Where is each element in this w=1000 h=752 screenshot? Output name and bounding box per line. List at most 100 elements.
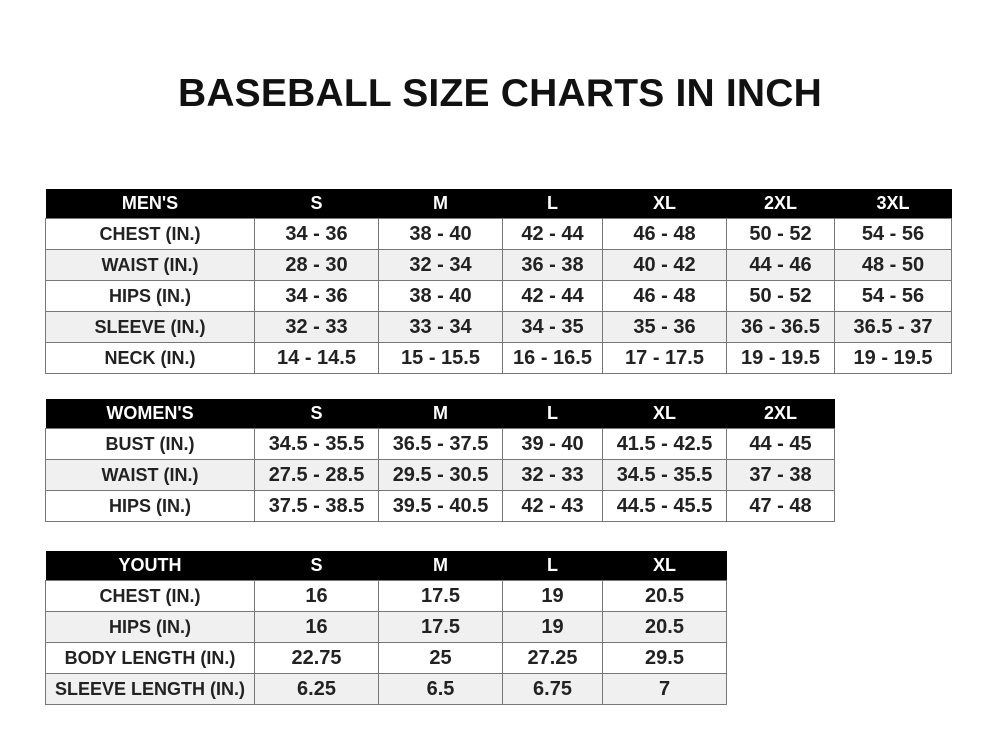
- table-row: SLEEVE LENGTH (IN.) 6.25 6.5 6.75 7: [45, 673, 727, 705]
- table-cell: 36.5 - 37.5: [378, 428, 503, 460]
- table-cell: 17.5: [378, 580, 503, 612]
- row-label: WAIST (IN.): [45, 459, 255, 491]
- table-cell: 15 - 15.5: [378, 342, 503, 374]
- table-cell: 27.5 - 28.5: [254, 459, 379, 491]
- row-label: WAIST (IN.): [45, 249, 255, 281]
- row-label: CHEST (IN.): [45, 218, 255, 250]
- table-cell: 36.5 - 37: [834, 311, 952, 343]
- table-cell: 42 - 44: [502, 280, 603, 312]
- table-cell: 7: [602, 673, 727, 705]
- table-cell: 6.5: [378, 673, 503, 705]
- column-header: L: [502, 189, 603, 219]
- table-cell: 34 - 35: [502, 311, 603, 343]
- column-header: XL: [602, 399, 727, 429]
- table-cell: 16: [254, 580, 379, 612]
- table-cell: 50 - 52: [726, 280, 835, 312]
- column-header: 2XL: [726, 189, 835, 219]
- table-cell: 38 - 40: [378, 280, 503, 312]
- table-row: BUST (IN.) 34.5 - 35.5 36.5 - 37.5 39 - 40 4…: [45, 428, 835, 460]
- table-cell: 33 - 34: [378, 311, 503, 343]
- table-cell: 34 - 36: [254, 218, 379, 250]
- table-cell: 46 - 48: [602, 280, 727, 312]
- table-cell: 37.5 - 38.5: [254, 490, 379, 522]
- womens-size-table: WOMEN'S S M L XL 2XL BUST (IN.) 34.5 - 35.5 36.5…: [45, 399, 835, 522]
- table-cell: 36 - 38: [502, 249, 603, 281]
- table-cell: 20.5: [602, 611, 727, 643]
- table-cell: 20.5: [602, 580, 727, 612]
- table-cell: 16 - 16.5: [502, 342, 603, 374]
- column-header: M: [378, 551, 503, 581]
- row-label: HIPS (IN.): [45, 490, 255, 522]
- table-cell: 46 - 48: [602, 218, 727, 250]
- table-cell: 29.5: [602, 642, 727, 674]
- column-header: WOMEN'S: [45, 399, 255, 429]
- table-cell: 16: [254, 611, 379, 643]
- table-cell: 36 - 36.5: [726, 311, 835, 343]
- table-row: HIPS (IN.) 34 - 36 38 - 40 42 - 44 46 - 48 50…: [45, 280, 952, 312]
- table-cell: 6.75: [502, 673, 603, 705]
- column-header: S: [254, 551, 379, 581]
- table-cell: 32 - 33: [254, 311, 379, 343]
- column-header: YOUTH: [45, 551, 255, 581]
- table-cell: 42 - 44: [502, 218, 603, 250]
- table-cell: 50 - 52: [726, 218, 835, 250]
- column-header: MEN'S: [45, 189, 255, 219]
- table-cell: 44 - 45: [726, 428, 835, 460]
- column-header: S: [254, 189, 379, 219]
- table-cell: 25: [378, 642, 503, 674]
- table-cell: 19 - 19.5: [834, 342, 952, 374]
- row-label: NECK (IN.): [45, 342, 255, 374]
- table-row: WAIST (IN.) 27.5 - 28.5 29.5 - 30.5 32 - 33…: [45, 459, 835, 491]
- page-title: BASEBALL SIZE CHARTS IN INCH: [177, 72, 823, 115]
- column-header: L: [502, 399, 603, 429]
- table-cell: 47 - 48: [726, 490, 835, 522]
- table-cell: 42 - 43: [502, 490, 603, 522]
- youth-size-table: YOUTH S M L XL CHEST (IN.) 16 17.5 19 20.5 HIPS (I…: [45, 551, 727, 705]
- table-cell: 29.5 - 30.5: [378, 459, 503, 491]
- table-row: WAIST (IN.) 28 - 30 32 - 34 36 - 38 40 - 42 4…: [45, 249, 952, 281]
- row-label: HIPS (IN.): [45, 280, 255, 312]
- column-header: L: [502, 551, 603, 581]
- table-row: HIPS (IN.) 37.5 - 38.5 39.5 - 40.5 42 - 43 4…: [45, 490, 835, 522]
- table-cell: 6.25: [254, 673, 379, 705]
- row-label: CHEST (IN.): [45, 580, 255, 612]
- mens-size-table: MEN'S S M L XL 2XL 3XL CHEST (IN.) 34 - 36 38 - 4…: [45, 189, 952, 374]
- table-cell: 44 - 46: [726, 249, 835, 281]
- table-cell: 17.5: [378, 611, 503, 643]
- table-cell: 19: [502, 580, 603, 612]
- table-cell: 32 - 33: [502, 459, 603, 491]
- table-row: NECK (IN.) 14 - 14.5 15 - 15.5 16 - 16.5 17 …: [45, 342, 952, 374]
- table-cell: 27.25: [502, 642, 603, 674]
- table-cell: 44.5 - 45.5: [602, 490, 727, 522]
- table-row: CHEST (IN.) 16 17.5 19 20.5: [45, 580, 727, 612]
- table-row: CHEST (IN.) 34 - 36 38 - 40 42 - 44 46 - 48 5…: [45, 218, 952, 250]
- table-cell: 34.5 - 35.5: [254, 428, 379, 460]
- table-row: HIPS (IN.) 16 17.5 19 20.5: [45, 611, 727, 643]
- row-label: BODY LENGTH (IN.): [45, 642, 255, 674]
- column-header: 3XL: [834, 189, 952, 219]
- table-row: SLEEVE (IN.) 32 - 33 33 - 34 34 - 35 35 - 36…: [45, 311, 952, 343]
- column-header: 2XL: [726, 399, 835, 429]
- table-cell: 14 - 14.5: [254, 342, 379, 374]
- table-cell: 38 - 40: [378, 218, 503, 250]
- header-row: YOUTH S M L XL: [45, 551, 727, 581]
- row-label: SLEEVE LENGTH (IN.): [45, 673, 255, 705]
- row-label: SLEEVE (IN.): [45, 311, 255, 343]
- table-cell: 40 - 42: [602, 249, 727, 281]
- column-header: XL: [602, 189, 727, 219]
- table-cell: 19 - 19.5: [726, 342, 835, 374]
- column-header: M: [378, 399, 503, 429]
- table-cell: 39 - 40: [502, 428, 603, 460]
- table-cell: 54 - 56: [834, 280, 952, 312]
- column-header: XL: [602, 551, 727, 581]
- table-row: BODY LENGTH (IN.) 22.75 25 27.25 29.5: [45, 642, 727, 674]
- table-cell: 34 - 36: [254, 280, 379, 312]
- table-cell: 17 - 17.5: [602, 342, 727, 374]
- table-cell: 54 - 56: [834, 218, 952, 250]
- table-cell: 35 - 36: [602, 311, 727, 343]
- table-cell: 32 - 34: [378, 249, 503, 281]
- table-cell: 34.5 - 35.5: [602, 459, 727, 491]
- column-header: S: [254, 399, 379, 429]
- table-cell: 37 - 38: [726, 459, 835, 491]
- column-header: M: [378, 189, 503, 219]
